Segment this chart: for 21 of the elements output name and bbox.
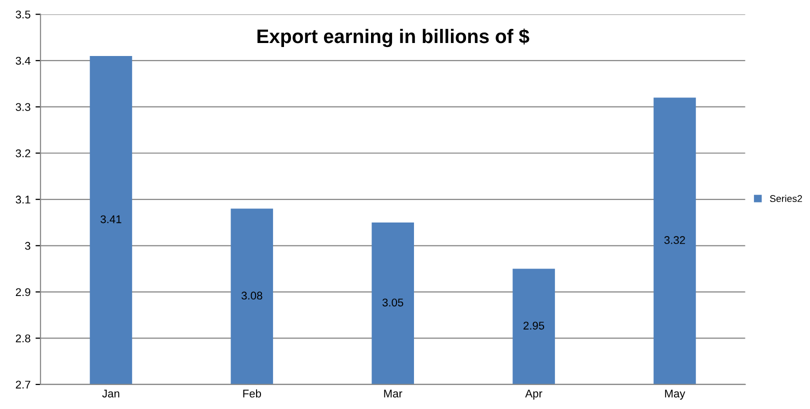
x-tick-label: Feb [243,389,262,398]
y-tick-label: 3.2 [16,149,30,158]
x-tick-label: Jan [102,390,120,398]
y-tick-label: 3.3 [16,103,30,111]
y-tick-label: 3.1 [16,196,30,204]
data-label: 3.05 [382,298,404,306]
data-label: 3.32 [664,236,685,244]
x-tick-label: May [665,390,686,400]
y-tick-label: 3.4 [16,56,30,65]
y-tick-label: 2.9 [16,288,30,296]
y-tick-label: 3.5 [16,10,30,18]
y-tick-label: 2.7 [16,380,30,388]
y-tick-label: 2.8 [16,334,30,342]
legend-label: Series2 [770,194,802,202]
x-tick-label: Mar [384,390,402,398]
y-tick-label: 3 [25,242,30,250]
data-label: 3.08 [242,292,262,300]
data-label: 2.95 [524,322,544,330]
text: Export earning in billions of $ [258,28,530,48]
x-tick-label: Apr [525,390,542,400]
data-label: 3.41 [100,215,122,224]
